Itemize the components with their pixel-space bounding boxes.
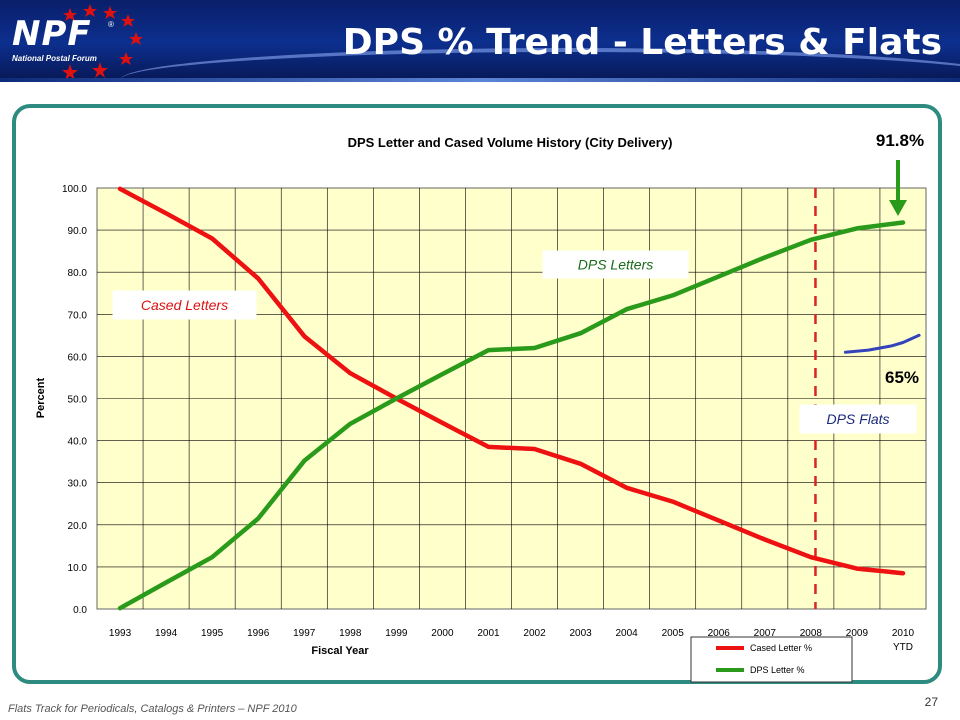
y-tick-label: 60.0 <box>68 352 88 363</box>
logo-star-arc-icon <box>62 4 143 78</box>
title-banner: NPF ® National Postal Forum DPS % Trend … <box>0 0 960 78</box>
x-tick-label: 2008 <box>800 628 823 639</box>
peak-arrow-head <box>889 200 907 216</box>
cased-letters-label-box <box>112 290 257 320</box>
x-tick-label: 2001 <box>477 628 500 639</box>
x-tick-label: 2009 <box>846 628 869 639</box>
chart-title: DPS Letter and Cased Volume History (Cit… <box>348 135 673 150</box>
x-tick-label: 2006 <box>708 628 731 639</box>
legend-entry-0: Cased Letter % <box>750 643 812 653</box>
dps-flats-label: DPS Flats <box>826 411 889 427</box>
x-axis-label: Fiscal Year <box>311 645 369 657</box>
x-tick-label: 2004 <box>616 628 639 639</box>
x-tick-label: 2010 <box>892 628 915 639</box>
x-tick-label: 2000 <box>431 628 454 639</box>
y-tick-label: 20.0 <box>68 521 88 532</box>
x-tick-label-ytd: YTD <box>893 642 913 653</box>
x-tick-label: 2007 <box>754 628 777 639</box>
logo-subtitle: National Postal Forum <box>12 54 97 63</box>
dps-letters-label: DPS Letters <box>578 257 653 273</box>
banner-rule <box>0 78 960 82</box>
legend-entry-1: DPS Letter % <box>750 665 805 675</box>
x-tick-label: 1999 <box>385 628 408 639</box>
x-tick-label: 2002 <box>523 628 546 639</box>
y-tick-label: 0.0 <box>73 605 87 616</box>
y-tick-label: 10.0 <box>68 563 88 574</box>
registered-mark: ® <box>108 20 114 29</box>
series-line-1 <box>117 220 906 611</box>
y-axis-label: Percent <box>35 377 47 418</box>
x-tick-label: 1996 <box>247 628 270 639</box>
y-tick-label: 70.0 <box>68 310 88 321</box>
x-tick-label: 1993 <box>109 628 132 639</box>
y-tick-label: 30.0 <box>68 479 88 490</box>
peak-value-annotation: 91.8% <box>876 131 924 150</box>
cased-letters-label: Cased Letters <box>141 297 228 313</box>
x-tick-label: 1995 <box>201 628 224 639</box>
flats-value-annotation: 65% <box>885 368 919 387</box>
page-number: 27 <box>924 695 938 709</box>
npf-logo: NPF <box>12 14 92 54</box>
legend <box>690 636 853 683</box>
x-tick-label: 1994 <box>155 628 178 639</box>
y-tick-label: 100.0 <box>62 184 87 195</box>
y-tick-label: 40.0 <box>68 437 88 448</box>
slide-title: DPS % Trend - Letters & Flats <box>342 22 942 63</box>
y-tick-label: 80.0 <box>68 268 88 279</box>
x-tick-label: 1997 <box>293 628 316 639</box>
y-tick-label: 50.0 <box>68 395 88 406</box>
x-tick-label: 2005 <box>662 628 685 639</box>
y-tick-label: 90.0 <box>68 226 88 237</box>
series-line-2 <box>843 333 921 354</box>
series-line-0 <box>117 186 906 576</box>
banner-swoosh <box>120 48 960 78</box>
footer-text: Flats Track for Periodicals, Catalogs & … <box>8 703 297 715</box>
x-tick-label: 2003 <box>569 628 592 639</box>
dps-letters-label-box <box>542 250 689 279</box>
dps-flats-label-box <box>799 404 917 434</box>
x-tick-label: 1998 <box>339 628 362 639</box>
